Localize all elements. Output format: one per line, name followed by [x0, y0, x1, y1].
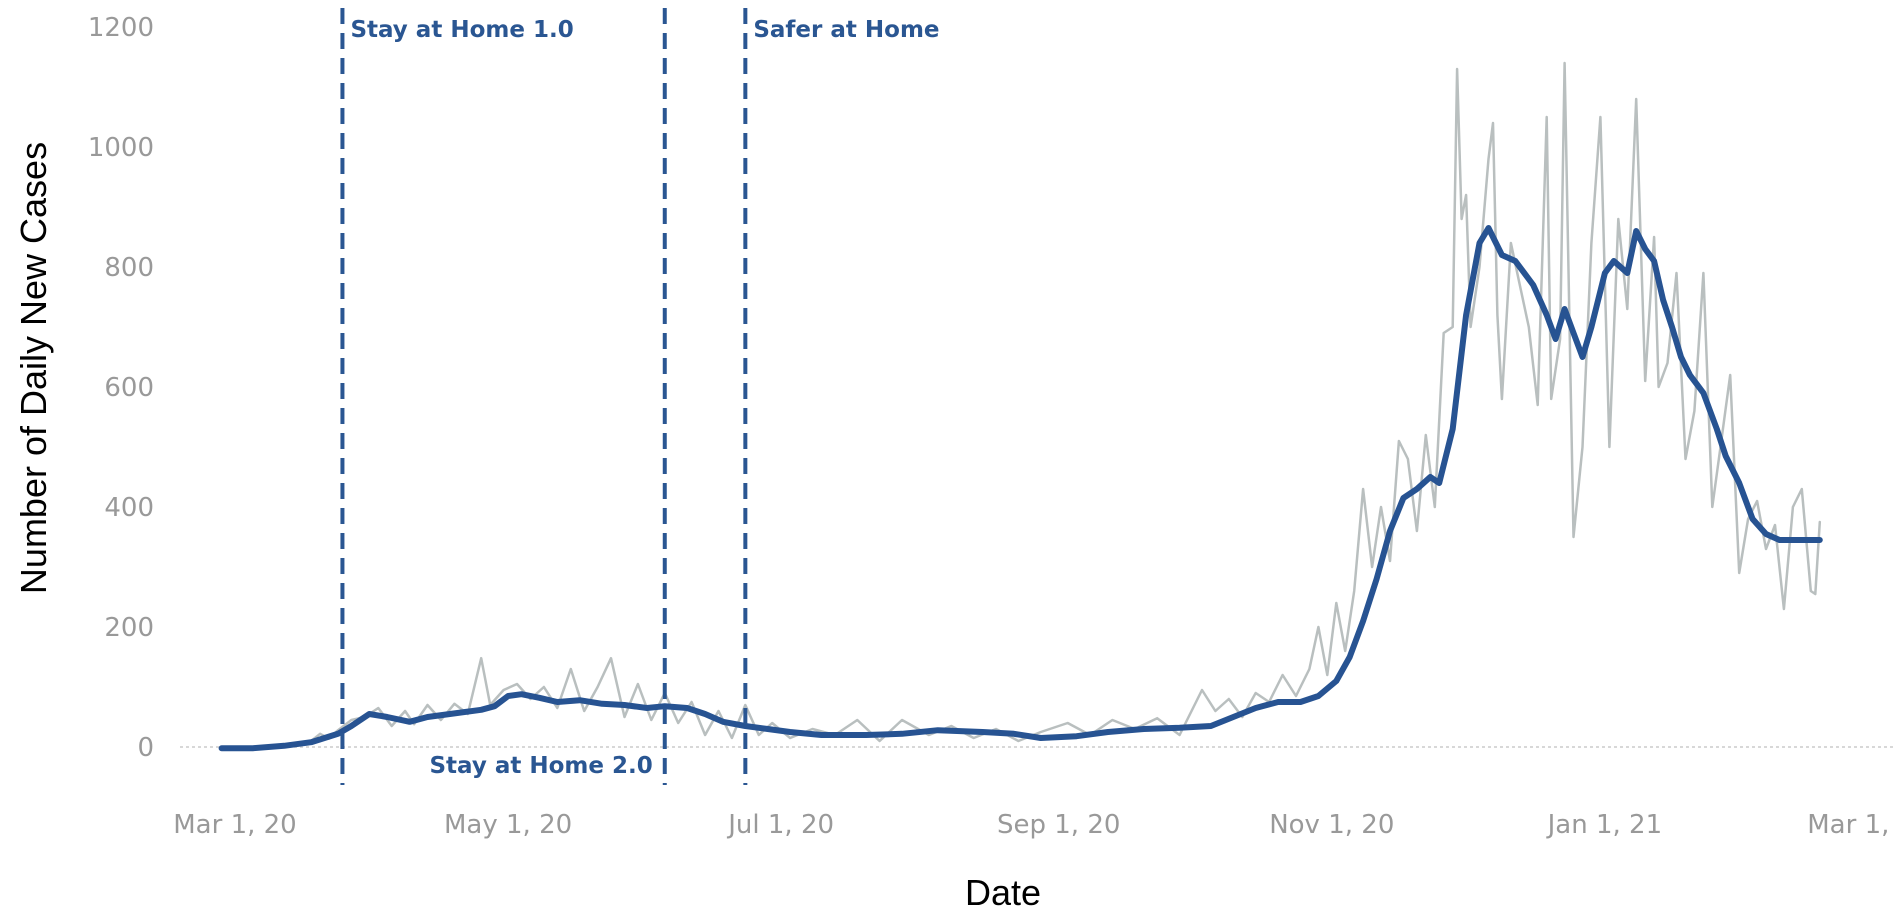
annotation-label: Stay at Home 2.0 — [429, 753, 652, 779]
daily-series-line — [220, 61, 1822, 750]
x-tick-label: Mar 1, 20 — [173, 810, 296, 840]
x-tick-label: Mar 1, 21 — [1807, 810, 1895, 840]
annotation-label: Stay at Home 1.0 — [350, 17, 573, 43]
x-tick-label: Sep 1, 20 — [997, 810, 1120, 840]
y-tick-label: 1000 — [88, 133, 154, 163]
annotation-label: Safer at Home — [753, 17, 939, 43]
x-axis-title: Date — [965, 872, 1041, 913]
x-tick-label: Jan 1, 21 — [1546, 810, 1663, 840]
x-tick-label: Nov 1, 20 — [1269, 810, 1394, 840]
y-tick-label: 0 — [137, 733, 154, 763]
y-tick-label: 800 — [104, 253, 154, 283]
series-lines — [218, 61, 1823, 752]
y-axis-title: Number of Daily New Cases — [13, 142, 54, 594]
y-tick-label: 600 — [104, 373, 154, 403]
y-tick-label: 400 — [104, 493, 154, 523]
x-axis-ticks: Mar 1, 20 May 1, 20 Jul 1, 20 Sep 1, 20 Nov … — [173, 810, 1895, 840]
y-axis-ticks: 0 200 400 600 800 1000 1200 — [88, 13, 154, 763]
average-series-line — [218, 225, 1823, 752]
x-tick-label: May 1, 20 — [444, 810, 572, 840]
annotations: Stay at Home 1.0 Stay at Home 2.0 Safer at… — [340, 8, 940, 785]
y-tick-label: 200 — [104, 613, 154, 643]
x-tick-label: Jul 1, 20 — [726, 810, 834, 840]
y-tick-label: 1200 — [88, 13, 154, 43]
